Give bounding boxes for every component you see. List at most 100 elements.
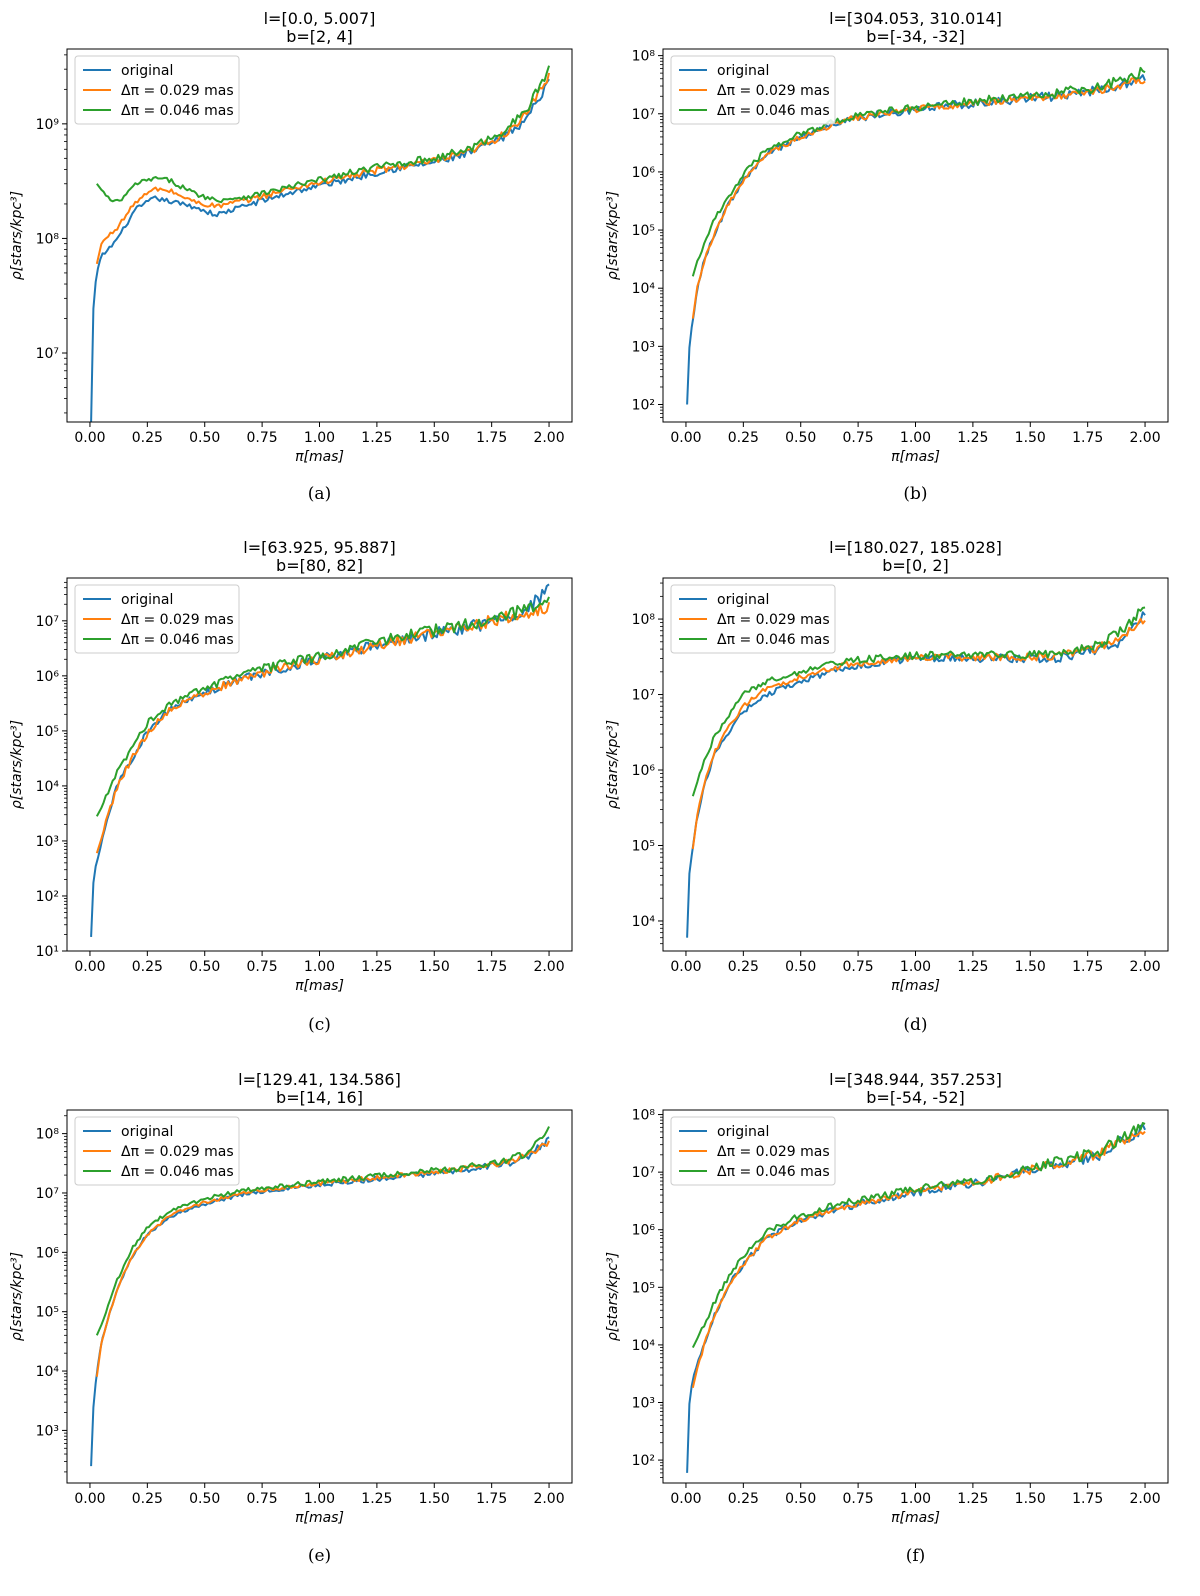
y-tick-label: 10⁴ <box>632 1338 656 1354</box>
x-tick-label: 1.25 <box>361 959 392 975</box>
legend-label: Δπ = 0.029 mas <box>717 1144 830 1160</box>
series-line--0-046-mas <box>95 1126 550 1336</box>
x-axis-label: π[mas] <box>891 978 940 994</box>
chart-panel-b: 0.00 0.25 0.50 0.75 1.00 1.25 1.50 1.75 2.00 10² 1… <box>605 9 1169 504</box>
x-tick-label: 1.50 <box>1015 430 1046 446</box>
y-tick-label: 10⁵ <box>632 1280 655 1296</box>
x-tick-label: 0.00 <box>74 959 105 975</box>
x-tick-label: 1.25 <box>957 1491 988 1507</box>
x-tick-label: 0.25 <box>728 430 759 446</box>
x-tick-label: 1.00 <box>900 959 931 975</box>
y-tick-label: 10² <box>632 1453 655 1469</box>
legend-label: original <box>717 592 769 608</box>
y-tick-label: 10⁵ <box>36 1305 59 1321</box>
x-tick-label: 0.25 <box>728 959 759 975</box>
x-tick-label: 1.50 <box>419 959 450 975</box>
x-tick-label: 1.75 <box>476 1491 507 1507</box>
chart-panel-d: 0.00 0.25 0.50 0.75 1.00 1.25 1.50 1.75 2.00 10⁴ 1… <box>605 538 1169 1035</box>
x-tick-label: 1.75 <box>476 959 507 975</box>
y-tick-label: 10⁷ <box>36 346 59 362</box>
y-tick-label: 10⁹ <box>36 117 60 133</box>
x-tick-label: 1.75 <box>1072 959 1103 975</box>
legend-label: Δπ = 0.029 mas <box>121 1144 234 1160</box>
x-tick-label: 0.00 <box>670 1491 701 1507</box>
y-tick-label: 10³ <box>632 339 655 355</box>
series-line--0-046-mas <box>95 596 550 817</box>
y-tick-label: 10⁴ <box>632 281 656 297</box>
x-tick-label: 0.50 <box>189 959 220 975</box>
chart-title-line1: l=[304.053, 310.014] <box>829 9 1002 28</box>
y-tick-label: 10⁴ <box>36 779 60 795</box>
chart-panel-a: 0.00 0.25 0.50 0.75 1.00 1.25 1.50 1.75 2.00 10⁷ 1… <box>9 9 573 504</box>
panel-caption: (f) <box>906 1546 926 1566</box>
panel-caption: (c) <box>308 1015 331 1035</box>
x-tick-label: 0.50 <box>189 1491 220 1507</box>
x-tick-label: 0.75 <box>247 959 278 975</box>
x-tick-label: 1.50 <box>419 430 450 446</box>
x-axis-label: π[mas] <box>891 449 940 465</box>
series-group <box>90 583 551 937</box>
x-tick-label: 1.50 <box>1015 1491 1046 1507</box>
legend-label: Δπ = 0.046 mas <box>121 632 234 648</box>
legend-label: Δπ = 0.046 mas <box>121 1164 234 1180</box>
legend-label: Δπ = 0.046 mas <box>717 103 830 119</box>
y-axis-label: ρ[stars/kpc³] <box>605 1252 621 1341</box>
x-tick-label: 0.25 <box>132 959 163 975</box>
x-tick-label: 1.25 <box>957 430 988 446</box>
x-tick-label: 0.00 <box>74 430 105 446</box>
y-tick-label: 10⁵ <box>632 223 655 239</box>
x-tick-label: 2.00 <box>1129 430 1160 446</box>
y-tick-label: 10⁶ <box>632 763 656 779</box>
series-group <box>686 66 1146 405</box>
legend-label: Δπ = 0.029 mas <box>717 612 830 628</box>
legend-label: Δπ = 0.029 mas <box>121 612 234 628</box>
x-tick-label: 1.25 <box>957 959 988 975</box>
chart-panel-c: 0.00 0.25 0.50 0.75 1.00 1.25 1.50 1.75 2.00 10¹ 1… <box>9 538 573 1035</box>
panel-caption: (e) <box>308 1546 331 1566</box>
x-tick-label: 2.00 <box>533 1491 564 1507</box>
y-axis-label: ρ[stars/kpc³] <box>9 720 25 809</box>
legend-label: original <box>717 1124 769 1140</box>
legend-label: original <box>121 592 173 608</box>
x-tick-label: 0.75 <box>247 430 278 446</box>
x-tick-label: 1.25 <box>361 430 392 446</box>
x-tick-label: 0.25 <box>728 1491 759 1507</box>
x-tick-label: 0.50 <box>189 430 220 446</box>
y-tick-label: 10⁷ <box>36 614 59 630</box>
x-tick-label: 0.00 <box>670 430 701 446</box>
chart-title-line2: b=[80, 82] <box>276 556 363 575</box>
x-axis-label: π[mas] <box>295 449 344 465</box>
legend-label: Δπ = 0.046 mas <box>121 103 234 119</box>
y-tick-label: 10⁸ <box>36 1127 60 1143</box>
legend-box <box>74 55 240 125</box>
series-line-original <box>90 78 550 422</box>
chart-title-line2: b=[14, 16] <box>276 1088 363 1107</box>
y-tick-label: 10⁷ <box>36 1186 59 1202</box>
x-tick-label: 0.50 <box>785 959 816 975</box>
series-line--0-046-mas <box>96 65 551 204</box>
x-tick-label: 0.25 <box>132 430 163 446</box>
x-tick-label: 1.00 <box>304 430 335 446</box>
x-tick-label: 0.75 <box>843 430 874 446</box>
chart-title-line1: l=[0.0, 5.007] <box>264 9 376 28</box>
chart-title-line2: b=[2, 4] <box>286 27 353 46</box>
y-tick-label: 10⁸ <box>632 1108 656 1124</box>
legend: original Δπ = 0.029 mas Δπ = 0.046 mas <box>670 1116 836 1186</box>
y-tick-label: 10³ <box>632 1395 655 1411</box>
x-tick-label: 0.75 <box>843 1491 874 1507</box>
chart-panel-f: 0.00 0.25 0.50 0.75 1.00 1.25 1.50 1.75 2.00 10² 1… <box>605 1070 1169 1566</box>
x-tick-label: 0.00 <box>74 1491 105 1507</box>
chart-title-line2: b=[0, 2] <box>882 556 949 575</box>
x-axis-label: π[mas] <box>295 1510 344 1526</box>
x-tick-label: 1.25 <box>361 1491 392 1507</box>
series-line-original <box>90 1136 550 1467</box>
chart-panel-e: 0.00 0.25 0.50 0.75 1.00 1.25 1.50 1.75 2.00 10³ 1… <box>9 1070 573 1566</box>
y-axis-label: ρ[stars/kpc³] <box>605 720 621 809</box>
x-tick-label: 1.00 <box>304 959 335 975</box>
series-line--0-046-mas <box>691 1122 1146 1348</box>
x-tick-label: 1.50 <box>419 1491 450 1507</box>
x-tick-label: 0.00 <box>670 959 701 975</box>
legend: original Δπ = 0.029 mas Δπ = 0.046 mas <box>74 55 240 125</box>
x-axis-label: π[mas] <box>295 978 344 994</box>
x-tick-label: 1.00 <box>900 430 931 446</box>
